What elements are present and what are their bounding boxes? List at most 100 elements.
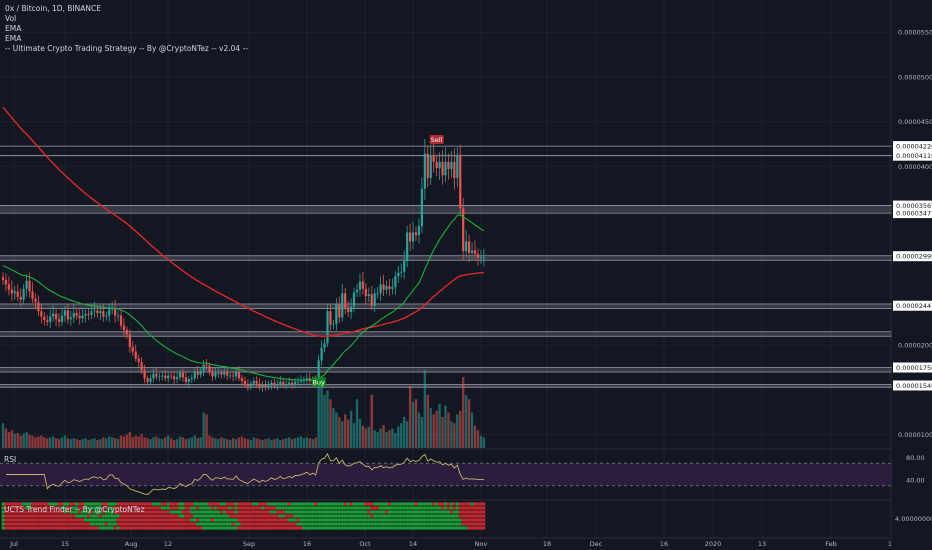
- trend-cell: [337, 506, 341, 510]
- trend-cell: [452, 510, 456, 514]
- volume-bar-161: [476, 430, 480, 448]
- trend-cell: [411, 506, 415, 510]
- trend-cell: [193, 522, 197, 526]
- trend-cell: [151, 518, 155, 522]
- trend-cell: [331, 510, 335, 514]
- trend-cell: [222, 518, 226, 522]
- ema-lines: [2, 106, 485, 381]
- trend-cell: [482, 518, 486, 522]
- price-axis[interactable]: 0.000055000.000050000.000045000.00004000…: [892, 0, 932, 550]
- candle-145: [429, 155, 432, 178]
- trend-cell: [16, 526, 20, 530]
- trend-cell: [414, 526, 418, 530]
- candle-153: [453, 161, 456, 178]
- trend-cell: [367, 510, 371, 514]
- trend-cell: [411, 522, 415, 526]
- trend-cell: [184, 514, 188, 518]
- trend-cell: [355, 526, 359, 530]
- trend-cell: [25, 526, 29, 530]
- trend-cell: [60, 522, 64, 526]
- trend-cell: [449, 514, 453, 518]
- time-tick-label-13: 13: [758, 540, 766, 548]
- legend-ema-1[interactable]: EMA: [5, 24, 22, 33]
- trend-cell: [196, 518, 200, 522]
- trend-cell: [16, 510, 20, 514]
- trend-cell: [42, 510, 46, 514]
- trend-finder-label[interactable]: UCTS Trend Finder -- By @CryptoNTez: [4, 505, 145, 514]
- trend-cell: [10, 502, 14, 506]
- price-tag-label-0: 0.00004226: [896, 143, 932, 151]
- trend-cell: [446, 510, 450, 514]
- trend-cell: [252, 526, 256, 530]
- trend-cell: [72, 518, 76, 522]
- trend-cell: [441, 506, 445, 510]
- trend-cell: [317, 514, 321, 518]
- trend-cell: [45, 518, 49, 522]
- trend-cell: [258, 526, 262, 530]
- trend-cell: [222, 502, 226, 506]
- horizontal-levels: [0, 145, 892, 388]
- trend-cell: [379, 506, 383, 510]
- trend-cell: [399, 522, 403, 526]
- trend-cell: [208, 506, 211, 510]
- trend-cell: [467, 506, 471, 510]
- volume-bar-28: [84, 438, 87, 448]
- trend-cell: [452, 526, 456, 530]
- trend-cell: [196, 526, 200, 530]
- legend-strategy[interactable]: -- Ultimate Crypto Trading Strategy -- B…: [5, 44, 248, 53]
- trend-cell: [314, 506, 318, 510]
- rsi-label[interactable]: RSI: [4, 455, 17, 464]
- candle-161: [476, 253, 480, 258]
- trend-cell: [104, 522, 108, 526]
- trend-cell: [482, 526, 486, 530]
- trend-cell: [446, 506, 450, 510]
- trend-cell: [98, 518, 102, 522]
- trend-cell: [361, 506, 365, 510]
- trend-cell: [199, 502, 203, 506]
- trend-cell: [225, 522, 229, 526]
- trend-cell: [405, 502, 409, 506]
- legend-title[interactable]: 0x / Bitcoin, 1D, BINANCE: [5, 4, 101, 13]
- trend-cell: [69, 514, 73, 518]
- trend-cell: [39, 506, 43, 510]
- trend-cell: [358, 514, 362, 518]
- trend-cell: [104, 506, 108, 510]
- trend-cell: [376, 514, 380, 518]
- volume-bar-144: [426, 394, 429, 448]
- legend-vol[interactable]: Vol: [5, 14, 17, 23]
- trend-cell: [346, 526, 350, 530]
- time-axis[interactable]: Jul 15 Aug 12 Sep 16 Oct 14 Nov 18 Dec 16 2020 13 Feb 1: [9, 540, 892, 548]
- volume-bar-34: [102, 437, 105, 448]
- trend-cell: [225, 526, 229, 530]
- candle-156: [462, 208, 465, 252]
- legend-ema-2[interactable]: EMA: [5, 34, 22, 43]
- candle-10: [31, 291, 34, 299]
- trend-cell: [7, 510, 11, 514]
- trend-cell: [355, 502, 359, 506]
- trend-cell: [258, 518, 262, 522]
- candle-63: [187, 379, 190, 382]
- price-tag-1: [893, 150, 932, 161]
- trend-cell: [399, 526, 403, 530]
- volume-bar-19: [57, 439, 61, 448]
- trend-cell: [225, 510, 229, 514]
- trend-cell: [255, 522, 259, 526]
- trend-cell: [249, 514, 253, 518]
- candle-90: [267, 385, 270, 388]
- trend-cell: [281, 502, 285, 506]
- trend-cell: [479, 502, 483, 506]
- trend-cell: [382, 510, 386, 514]
- trend-cell: [258, 522, 262, 526]
- trend-cell: [92, 514, 96, 518]
- trend-cell: [51, 506, 55, 510]
- volume-bar-126: [373, 430, 376, 448]
- trend-cell: [101, 506, 105, 510]
- candle-11: [34, 298, 37, 303]
- trend-cell: [269, 526, 273, 530]
- trend-cell: [202, 510, 206, 514]
- trend-cell: [326, 506, 329, 510]
- trend-cell: [296, 506, 300, 510]
- trend-cell: [101, 522, 105, 526]
